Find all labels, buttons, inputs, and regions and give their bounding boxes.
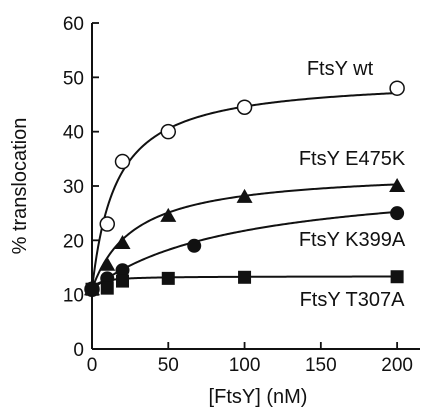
- marker-ftsy-e475k: [114, 235, 131, 250]
- series-label-ftsy-t307a: FtsY T307A: [300, 289, 406, 311]
- x-tick-label: 150: [305, 355, 337, 376]
- marker-ftsy-t307a: [85, 282, 99, 296]
- marker-ftsy-wt: [114, 153, 131, 170]
- y-tick-label: 10: [63, 286, 84, 307]
- data-markers: [84, 80, 406, 297]
- y-axis-label: % translocation: [9, 118, 31, 255]
- marker-ftsy-t307a: [116, 274, 130, 288]
- ticks: 0 10 20 30 40 50 60 0 50 100 150 200: [63, 14, 413, 376]
- x-tick-label: 100: [229, 355, 261, 376]
- y-tick-label: 40: [63, 123, 84, 144]
- y-tick-label: 50: [63, 68, 84, 89]
- fit-curve-ftsy-k399a: [91, 210, 398, 291]
- y-tick-label: 0: [73, 340, 84, 361]
- marker-ftsy-wt: [389, 80, 405, 96]
- series-label-ftsy-e475k: FtsY E475K: [299, 148, 406, 170]
- y-tick-label: 30: [63, 177, 84, 198]
- x-tick-label: 200: [381, 355, 413, 376]
- series-label-ftsy-k399a: FtsY K399A: [299, 229, 406, 251]
- marker-ftsy-k399a: [187, 238, 202, 253]
- marker-ftsy-wt: [236, 99, 253, 115]
- marker-ftsy-e475k: [160, 207, 177, 222]
- marker-ftsy-t307a: [161, 271, 175, 285]
- series-label-ftsy-wt: FtsY wt: [307, 58, 374, 80]
- marker-ftsy-e475k: [99, 256, 116, 271]
- marker-ftsy-e475k: [236, 188, 253, 203]
- x-tick-label: 50: [158, 355, 179, 376]
- y-tick-label: 20: [63, 231, 84, 252]
- x-tick-label: 0: [87, 355, 98, 376]
- marker-ftsy-t307a: [100, 281, 114, 295]
- series-labels: FtsY wt FtsY E475K FtsY K399A FtsY T307A: [299, 58, 406, 311]
- marker-ftsy-e475k: [389, 178, 406, 192]
- marker-ftsy-wt: [99, 216, 116, 232]
- marker-ftsy-t307a: [390, 270, 404, 284]
- y-tick-label: 60: [63, 14, 84, 35]
- marker-ftsy-t307a: [238, 270, 252, 284]
- marker-ftsy-k399a: [390, 206, 405, 221]
- marker-ftsy-k399a: [115, 263, 130, 278]
- x-axis-label: [FtsY] (nM): [209, 386, 308, 408]
- marker-ftsy-wt: [160, 123, 177, 140]
